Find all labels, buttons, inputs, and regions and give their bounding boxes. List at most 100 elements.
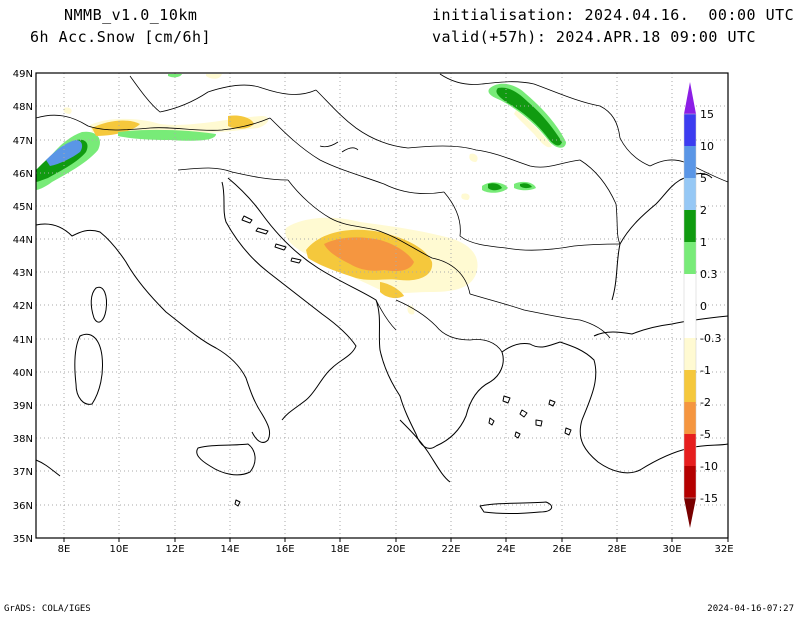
adriatic-islands <box>241 215 302 264</box>
initialisation-time: initialisation: 2024.04.16. 00:00 UTC <box>432 6 795 24</box>
lon-tick-label: 32E <box>714 544 733 555</box>
lat-tick-label: 46N <box>13 169 33 180</box>
valid-time: valid(+57h): 2024.APR.18 09:00 UTC <box>432 28 757 46</box>
snow-area-alps-central-a <box>92 120 140 136</box>
colorbar-label: -5 <box>700 428 711 441</box>
lon-tick-label: 8E <box>58 544 71 555</box>
lon-tick-label: 12E <box>165 544 184 555</box>
colorbar-labels: 15 10 5 2 1 0.3 0 -0.3 -1 -2 -5 -10 -15 <box>700 108 721 505</box>
malta <box>234 499 241 507</box>
lat-tick-label: 38N <box>13 434 33 445</box>
lat-tick-label: 40N <box>13 368 33 379</box>
snow-area-north-spot2 <box>206 74 222 79</box>
lat-tick-label: 47N <box>13 136 33 147</box>
lat-tick-label: 35N <box>13 534 33 545</box>
greece-coast <box>435 341 561 447</box>
map-frame <box>35 72 729 539</box>
lon-tick-label: 10E <box>109 544 128 555</box>
colorbar-label: 1 <box>700 236 707 249</box>
snow-area-albania-spot <box>407 305 415 315</box>
sardinia <box>74 333 103 405</box>
italy-east-coast <box>221 181 357 421</box>
colorbar-bin <box>684 114 696 146</box>
snow-area-carpathians-core <box>496 87 562 146</box>
border-ukraine <box>439 73 651 167</box>
border-bosnia <box>287 179 377 231</box>
lat-tick-label: 36N <box>13 501 33 512</box>
lon-tick-label: 16E <box>275 544 294 555</box>
sicily <box>196 443 256 476</box>
border-greece-north <box>395 299 503 353</box>
colorbar-bin <box>684 370 696 402</box>
colorbar-arrow-bottom <box>684 498 696 528</box>
colorbar-bin <box>684 402 696 434</box>
border-serbia-east <box>375 229 471 295</box>
lat-tick-labels: 49N 48N 47N 46N 45N 44N 43N 42N 41N 40N … <box>13 69 33 545</box>
axis-ticks <box>63 538 729 542</box>
colorbar-bin <box>684 178 696 210</box>
grads-credit: GrADS: COLA/IGES <box>4 604 91 614</box>
colorbar-label: 15 <box>700 108 714 121</box>
lat-tick-label: 45N <box>13 202 33 213</box>
colorbar-bin <box>684 466 696 498</box>
lat-tick-label: 42N <box>13 301 33 312</box>
model-title: NMMB_v1.0_10km <box>64 6 198 24</box>
coastline-layer <box>35 173 729 514</box>
snow-area-carpathians-light <box>514 110 552 148</box>
snow-area-romania-2-core <box>520 183 532 189</box>
balkan-coast <box>227 177 437 449</box>
variable-title: 6h Acc.Snow [cm/6h] <box>30 28 212 46</box>
snow-area-romania-1-core <box>488 183 502 191</box>
colorbar-outline <box>683 113 697 499</box>
crete <box>479 501 553 514</box>
border-slovenia-croatia <box>177 167 289 181</box>
colorbar-label: -10 <box>700 460 718 473</box>
colorbar-label: 0 <box>700 300 707 313</box>
lat-tick-label: 49N <box>13 69 33 80</box>
lat-tick-label: 39N <box>13 401 33 412</box>
border-germany-austria <box>129 75 317 113</box>
snow-field-layer <box>36 74 566 315</box>
border-bulgaria-south <box>469 293 611 339</box>
snow-area-montenegro <box>380 282 404 299</box>
border-alps <box>35 114 271 131</box>
aegean-islands <box>488 395 572 439</box>
lon-tick-label: 24E <box>496 544 515 555</box>
colorbar-bin <box>684 146 696 178</box>
lat-tick-label: 41N <box>13 335 33 346</box>
colorbar-bin-zero <box>684 274 696 338</box>
border-hungary-romania <box>315 89 581 168</box>
border-moldova <box>579 159 621 245</box>
colorbar-bin <box>684 210 696 242</box>
colorbar: 15 10 5 2 1 0.3 0 -0.3 -1 -2 -5 -10 -15 <box>683 82 721 528</box>
colorbar-label: -2 <box>700 396 711 409</box>
border-layer <box>35 73 729 353</box>
border-lake-balaton <box>319 141 359 153</box>
lon-tick-labels: 8E 10E 12E 14E 16E 18E 20E 22E 24E 26E 2… <box>58 544 734 555</box>
snow-area-romania-spot2 <box>461 193 470 200</box>
border-romania-bulgaria <box>443 191 621 251</box>
snow-area-romania-spot <box>469 153 478 162</box>
lon-tick-label: 18E <box>330 544 349 555</box>
lat-tick-label: 37N <box>13 467 33 478</box>
lat-tick-label: 44N <box>13 235 33 246</box>
lon-tick-label: 20E <box>386 544 405 555</box>
render-timestamp: 2024-04-16-07:27 <box>707 604 794 614</box>
colorbar-bin <box>684 434 696 466</box>
italy-west-coast <box>35 223 271 443</box>
graticule <box>36 73 728 538</box>
black-sea-south-coast <box>593 315 729 337</box>
lon-tick-label: 14E <box>220 544 239 555</box>
corsica <box>90 286 107 323</box>
colorbar-bin <box>684 338 696 370</box>
snow-area-balkans-heavy <box>324 237 414 272</box>
colorbar-label: 5 <box>700 172 707 185</box>
lon-tick-label: 28E <box>607 544 626 555</box>
colorbar-label: 2 <box>700 204 707 217</box>
colorbar-label: -15 <box>700 492 718 505</box>
colorbar-label: -0.3 <box>700 332 721 345</box>
tunisia-coast <box>35 459 61 477</box>
lat-tick-label: 43N <box>13 268 33 279</box>
colorbar-bin <box>684 242 696 274</box>
